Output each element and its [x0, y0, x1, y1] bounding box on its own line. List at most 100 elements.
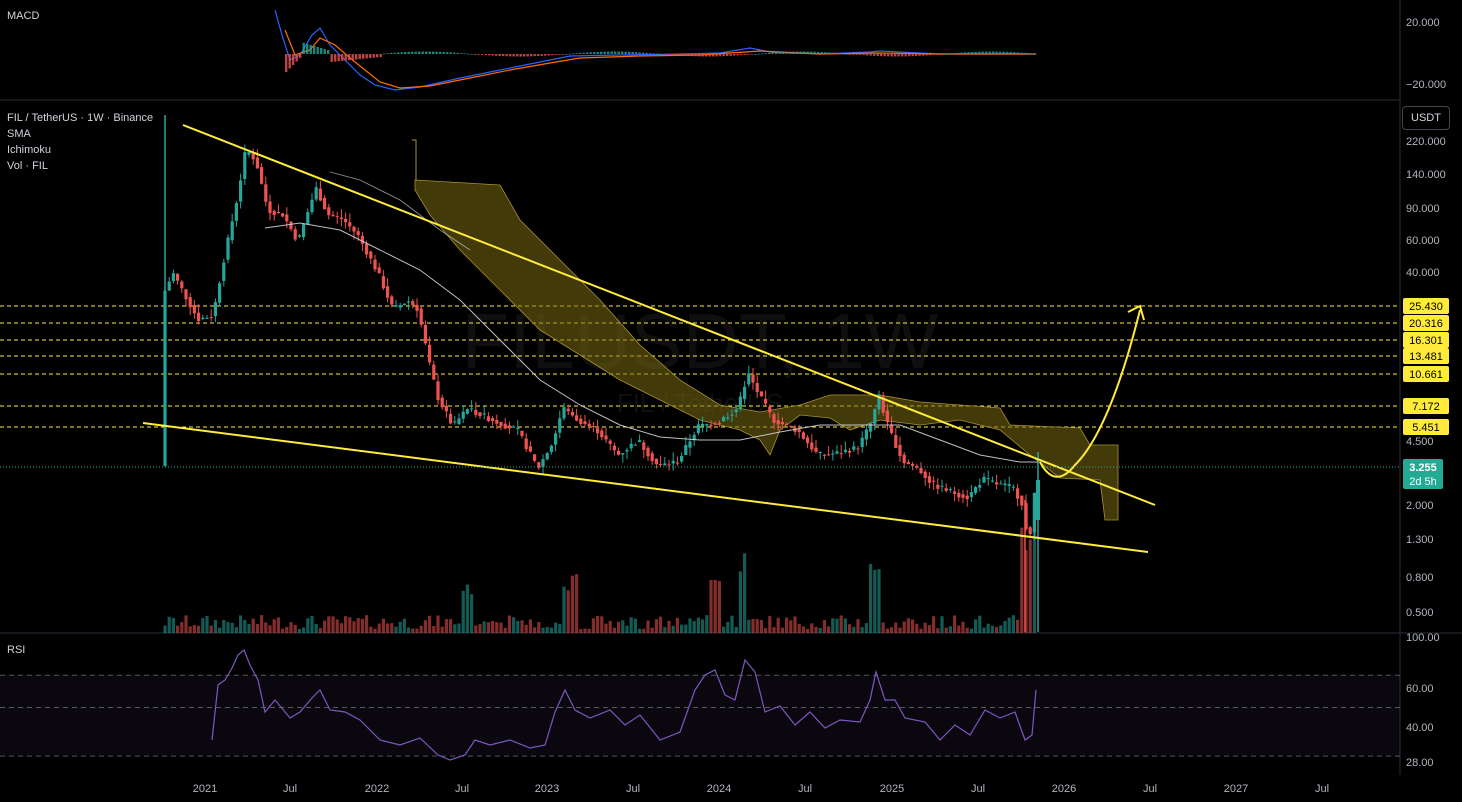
volume-bar	[919, 628, 923, 633]
price-level-label: 16.301	[1409, 335, 1443, 347]
volume-bar	[579, 628, 583, 633]
candle-body	[751, 374, 755, 383]
candle-body	[860, 437, 864, 448]
candle-body	[255, 157, 259, 169]
macd-histogram-bar	[540, 54, 543, 56]
macd-histogram-bar	[600, 51, 603, 54]
macd-histogram-bar	[621, 51, 624, 54]
macd-histogram-bar	[1023, 52, 1026, 54]
candle-body	[234, 203, 238, 221]
candle-body	[394, 305, 398, 307]
macd-histogram-bar	[502, 54, 505, 57]
x-tick-label: Jul	[283, 783, 297, 795]
volume-bar	[461, 590, 465, 633]
candle-body	[209, 317, 213, 319]
macd-histogram-bar	[932, 54, 935, 55]
candle-body	[659, 464, 663, 466]
volume-bar	[680, 624, 684, 633]
volume-bar	[566, 590, 570, 633]
macd-histogram-bar	[645, 52, 648, 54]
candle-body	[289, 221, 293, 230]
candle-body	[344, 218, 348, 223]
candle-body	[335, 216, 339, 218]
price-level-label: 5.451	[1412, 422, 1440, 434]
candle-body	[612, 445, 616, 451]
upper-trendline	[182, 124, 1156, 506]
macd-histogram-bar	[379, 54, 382, 58]
candle-body	[281, 213, 285, 217]
candle-body	[314, 187, 318, 200]
macd-histogram-bar	[810, 51, 813, 54]
candle-body	[1024, 502, 1028, 530]
volume-bar	[843, 618, 847, 633]
candle-body	[386, 286, 390, 298]
main-pane: FILUSDT, 1WFIL / TetherUS	[0, 115, 1400, 633]
y-tick-label: 2.000	[1406, 500, 1434, 512]
volume-bar	[890, 627, 894, 633]
candle-body	[780, 422, 784, 425]
candle-body	[566, 408, 570, 412]
volume-bar	[633, 618, 637, 633]
volume-bar	[281, 628, 285, 633]
macd-histogram-bar	[530, 54, 533, 57]
macd-histogram-bar	[344, 54, 347, 61]
volume-bar	[948, 626, 952, 633]
volume-bar	[587, 628, 591, 633]
volume-bar	[684, 624, 688, 633]
volume-bar	[927, 625, 931, 633]
candle-body	[671, 460, 675, 464]
macd-histogram-bar	[757, 53, 760, 55]
candle-body	[444, 405, 448, 412]
volume-bar	[381, 618, 385, 633]
macd-histogram-bar	[337, 54, 340, 62]
volume-bar	[482, 621, 486, 633]
macd-histogram-bar	[316, 46, 319, 54]
volume-bar	[608, 620, 612, 633]
candle-body	[184, 289, 188, 300]
legend-sma[interactable]: SMA	[7, 128, 31, 140]
volume-bar	[251, 618, 255, 633]
lower-trendline	[142, 422, 1149, 553]
macd-histogram-bar	[722, 54, 725, 57]
macd-histogram-bar	[568, 53, 571, 55]
legend-ichimoku[interactable]: Ichimoku	[7, 144, 52, 156]
volume-bar	[671, 625, 675, 633]
macd-histogram-bar	[929, 54, 932, 56]
candle-body	[327, 207, 331, 216]
volume-bar	[352, 621, 356, 633]
axes: 2021 Jul 2022 Jul 2023 Jul 2024 Jul 2025 Jul 2026 J…	[193, 17, 1449, 795]
candle-body	[171, 273, 175, 282]
symbol-title[interactable]: FIL / TetherUS · 1W · Binance	[7, 112, 154, 124]
macd-histogram-bar	[918, 54, 921, 56]
macd-histogram-bar	[313, 45, 316, 54]
candle-body	[932, 480, 936, 482]
candle-body	[558, 418, 562, 433]
candle-body	[197, 312, 201, 322]
legend-volume[interactable]: Vol · FIL	[7, 160, 48, 172]
candle-body	[163, 290, 167, 466]
candle-body	[432, 364, 436, 380]
macd-histogram-bar	[785, 51, 788, 54]
candle-body	[969, 492, 973, 498]
macd-histogram-bar	[453, 52, 456, 54]
candle-body	[415, 304, 419, 311]
macd-histogram-bar	[715, 54, 718, 57]
volume-bar	[625, 625, 629, 633]
macd-histogram-bar	[705, 54, 708, 57]
volume-bar	[915, 623, 919, 633]
candle-body	[898, 444, 902, 456]
volume-bar	[806, 628, 810, 633]
candle-body	[885, 410, 889, 423]
macd-histogram-bar	[428, 51, 431, 54]
volume-bar	[701, 619, 705, 633]
volume-bar	[415, 628, 419, 633]
currency-unit-button[interactable]: USDT	[1402, 106, 1450, 130]
volume-bar	[528, 619, 532, 633]
candle-body	[738, 396, 742, 410]
x-tick-label: Jul	[626, 783, 640, 795]
candle-body	[579, 418, 583, 425]
macd-histogram-bar	[302, 42, 305, 54]
volume-bar	[478, 624, 482, 633]
price-level-label: 20.316	[1409, 318, 1443, 330]
